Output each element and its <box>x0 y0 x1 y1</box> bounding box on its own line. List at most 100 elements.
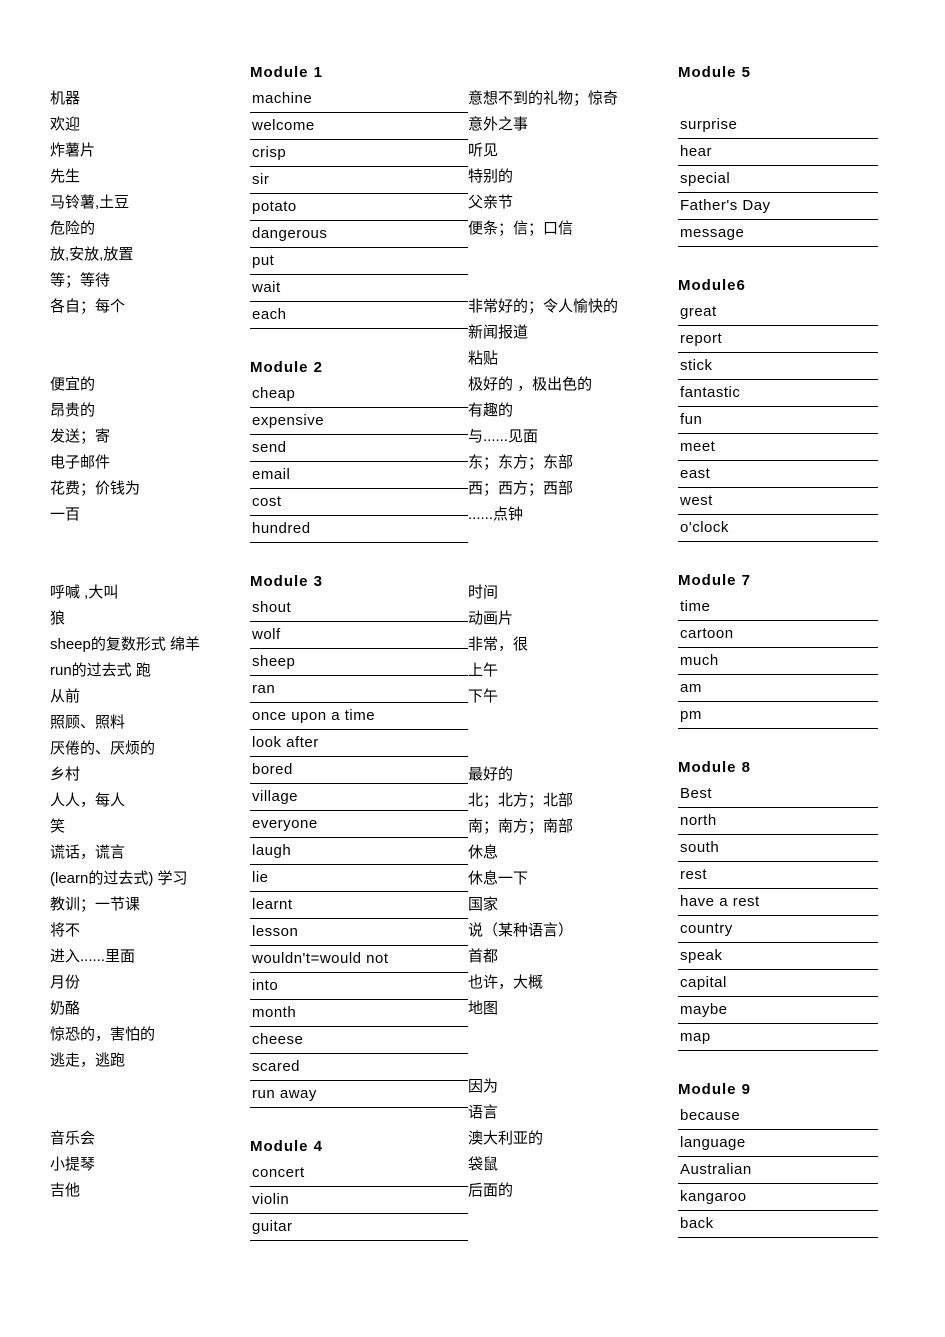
chinese-word: 花费；价钱为 <box>50 476 250 502</box>
english-word: pm <box>678 702 878 729</box>
chinese-word: 意外之事 <box>468 112 678 138</box>
chinese-word: 非常，很 <box>468 632 678 658</box>
english-word: meet <box>678 434 878 461</box>
english-word: look after <box>250 730 468 757</box>
english-word: o'clock <box>678 515 878 542</box>
spacer <box>468 60 678 86</box>
chinese-word: 人人，每人 <box>50 788 250 814</box>
chinese-word: 发送；寄 <box>50 424 250 450</box>
english-word: time <box>678 594 878 621</box>
english-column-right: Module 5surprisehearspecialFather's Daym… <box>678 60 878 1241</box>
chinese-word: 先生 <box>50 164 250 190</box>
english-word: Best <box>678 781 878 808</box>
english-word: much <box>678 648 878 675</box>
spacer <box>468 554 678 580</box>
chinese-word: 父亲节 <box>468 190 678 216</box>
english-word: each <box>250 302 468 329</box>
spacer <box>250 329 468 355</box>
english-word: wouldn't=would not <box>250 946 468 973</box>
english-word: potato <box>250 194 468 221</box>
chinese-word: 厌倦的、厌烦的 <box>50 736 250 762</box>
spacer <box>468 710 678 736</box>
chinese-word: 炸薯片 <box>50 138 250 164</box>
chinese-word: 澳大利亚的 <box>468 1126 678 1152</box>
english-word: wolf <box>250 622 468 649</box>
chinese-word: 便条；信；口信 <box>468 216 678 242</box>
english-word: cost <box>250 489 468 516</box>
english-word: report <box>678 326 878 353</box>
chinese-word: 等；等待 <box>50 268 250 294</box>
chinese-word: 休息一下 <box>468 866 678 892</box>
spacer <box>50 1100 250 1126</box>
english-word: once upon a time <box>250 703 468 730</box>
chinese-word: 后面的 <box>468 1178 678 1204</box>
chinese-word: 放,安放,放置 <box>50 242 250 268</box>
english-word: fun <box>678 407 878 434</box>
chinese-column-right: 意想不到的礼物；惊奇意外之事听见特别的父亲节便条；信；口信非常好的；令人愉快的新… <box>468 60 678 1241</box>
english-word: am <box>678 675 878 702</box>
chinese-word: 从前 <box>50 684 250 710</box>
chinese-word: 休息 <box>468 840 678 866</box>
english-word: language <box>678 1130 878 1157</box>
english-word: speak <box>678 943 878 970</box>
english-word: capital <box>678 970 878 997</box>
chinese-word: run的过去式 跑 <box>50 658 250 684</box>
spacer <box>468 1022 678 1048</box>
spacer <box>50 1074 250 1100</box>
chinese-word: 进入......里面 <box>50 944 250 970</box>
chinese-word: 新闻报道 <box>468 320 678 346</box>
chinese-word: (learn的过去式) 学习 <box>50 866 250 892</box>
english-word: crisp <box>250 140 468 167</box>
english-word: Father's Day <box>678 193 878 220</box>
chinese-word: 听见 <box>468 138 678 164</box>
spacer <box>678 247 878 273</box>
spacer <box>678 1051 878 1077</box>
spacer <box>468 736 678 762</box>
chinese-word: 各自；每个 <box>50 294 250 320</box>
chinese-word: 昂贵的 <box>50 398 250 424</box>
chinese-word: 因为 <box>468 1074 678 1100</box>
chinese-word: 欢迎 <box>50 112 250 138</box>
chinese-word: sheep的复数形式 绵羊 <box>50 632 250 658</box>
english-word: cheese <box>250 1027 468 1054</box>
english-word: great <box>678 299 878 326</box>
english-word: south <box>678 835 878 862</box>
english-word: put <box>250 248 468 275</box>
chinese-word: 西；西方；西部 <box>468 476 678 502</box>
english-word: stick <box>678 353 878 380</box>
chinese-word: 危险的 <box>50 216 250 242</box>
chinese-word: 地图 <box>468 996 678 1022</box>
chinese-word: 逃走，逃跑 <box>50 1048 250 1074</box>
english-word: wait <box>250 275 468 302</box>
module-header: Module 3 <box>250 569 468 595</box>
english-word: because <box>678 1103 878 1130</box>
english-word: everyone <box>250 811 468 838</box>
english-word: sir <box>250 167 468 194</box>
module-header: Module 9 <box>678 1077 878 1103</box>
english-word: run away <box>250 1081 468 1108</box>
chinese-word: 特别的 <box>468 164 678 190</box>
module-header: Module 8 <box>678 755 878 781</box>
spacer <box>50 554 250 580</box>
english-word: country <box>678 916 878 943</box>
english-word: message <box>678 220 878 247</box>
chinese-word: 非常好的；令人愉快的 <box>468 294 678 320</box>
english-word: maybe <box>678 997 878 1024</box>
chinese-word: ......点钟 <box>468 502 678 528</box>
english-word: expensive <box>250 408 468 435</box>
chinese-word: 有趣的 <box>468 398 678 424</box>
english-word: machine <box>250 86 468 113</box>
module-header: Module 4 <box>250 1134 468 1160</box>
chinese-word: 吉他 <box>50 1178 250 1204</box>
english-word: ran <box>250 676 468 703</box>
chinese-word: 笑 <box>50 814 250 840</box>
chinese-word: 极好的 ，极出色的 <box>468 372 678 398</box>
chinese-word: 粘贴 <box>468 346 678 372</box>
spacer <box>250 543 468 569</box>
chinese-word: 北；北方；北部 <box>468 788 678 814</box>
chinese-word: 说（某种语言） <box>468 918 678 944</box>
english-word: dangerous <box>250 221 468 248</box>
english-word: month <box>250 1000 468 1027</box>
vocabulary-page: 机器欢迎炸薯片先生马铃薯,土豆危险的放,安放,放置等；等待各自；每个便宜的昂贵的… <box>0 0 945 1281</box>
chinese-word: 语言 <box>468 1100 678 1126</box>
